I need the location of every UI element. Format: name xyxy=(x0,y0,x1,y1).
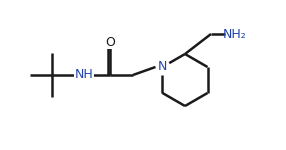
Text: O: O xyxy=(105,36,115,48)
Text: NH: NH xyxy=(75,69,93,81)
Text: N: N xyxy=(158,60,167,74)
Text: NH₂: NH₂ xyxy=(223,27,247,40)
